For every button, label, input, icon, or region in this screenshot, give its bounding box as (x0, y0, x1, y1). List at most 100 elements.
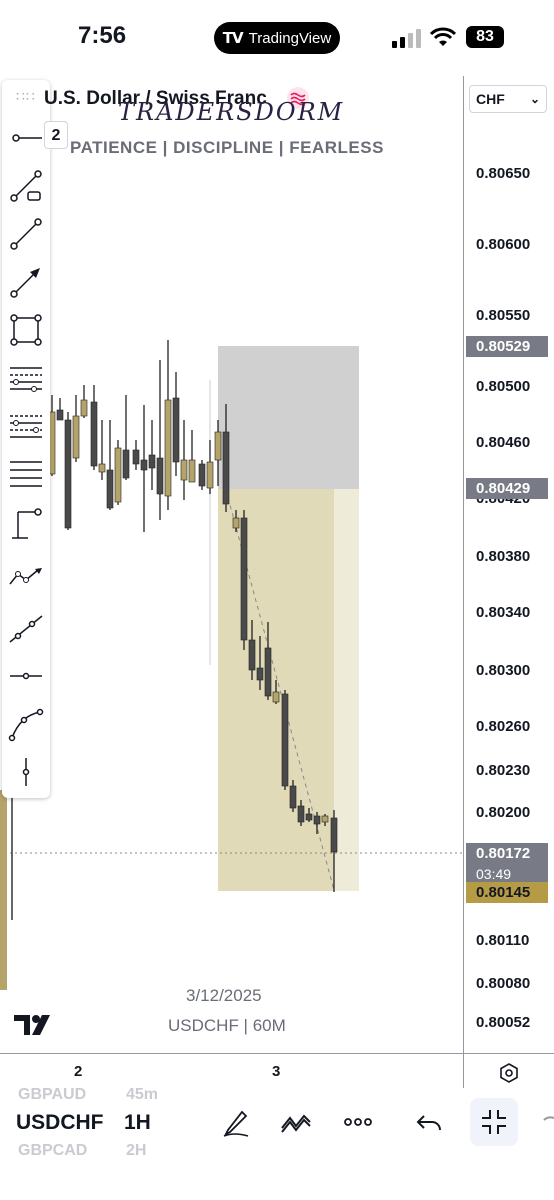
price-tick-label: 0.80200 (476, 804, 531, 821)
bearish-candle (240, 517, 248, 641)
status-time: 7:56 (78, 22, 127, 49)
bearish-candle (330, 817, 338, 853)
horizontal-ray-icon[interactable] (8, 120, 44, 156)
bullish-candle (72, 415, 80, 459)
symbol-picker-prev[interactable]: GBPAUD (18, 1086, 87, 1103)
extended-line-icon[interactable] (8, 610, 44, 646)
bearish-candle (264, 647, 272, 697)
fib-retracement-icon[interactable] (8, 360, 44, 396)
bar-countdown: 03:49 (476, 866, 512, 882)
target-zone[interactable] (218, 346, 359, 489)
price-chart[interactable] (0, 76, 463, 1053)
parallel-channel-icon[interactable] (8, 456, 44, 492)
stop-price-label: 0.80145 (466, 882, 548, 903)
chart-settings-icon[interactable] (498, 1062, 520, 1084)
interval-picker[interactable]: 1H (124, 1111, 151, 1134)
currency-select[interactable]: CHF ⌄ (469, 85, 547, 113)
bullish-candle (232, 517, 240, 529)
bearish-candle (56, 409, 64, 421)
collapse-icon (482, 1110, 506, 1134)
price-axis-border (463, 76, 464, 1088)
symbol-title[interactable]: U.S. Dollar / Swiss Franc (44, 88, 267, 109)
price-tick-label: 0.80110 (476, 932, 530, 949)
bullish-candle (214, 431, 222, 461)
market-status-icon[interactable] (286, 86, 310, 110)
price-tick-label: 0.80650 (476, 165, 531, 182)
tradingview-logo-icon[interactable] (14, 1013, 56, 1037)
bearish-candle (305, 813, 313, 821)
time-axis-border (0, 1053, 554, 1054)
arrow-icon[interactable] (8, 264, 44, 300)
curve-icon[interactable] (8, 706, 44, 742)
chart-date: 3/12/2025 (186, 986, 262, 1005)
axis-corner-divider (463, 1053, 464, 1088)
bearish-candle (90, 401, 98, 467)
bearish-candle (222, 431, 230, 505)
bullish-candle (206, 461, 214, 489)
bearish-candle (313, 815, 321, 825)
bullish-candle (80, 399, 88, 417)
current-price-value: 0.80172 (476, 845, 531, 862)
chevron-down-icon: ⌄ (529, 92, 540, 106)
path-icon[interactable] (8, 558, 44, 594)
entry-price-label: 0.80429 (466, 478, 548, 499)
price-tick-label: 0.80500 (476, 378, 531, 395)
bullish-candle (321, 815, 329, 823)
bearish-candle (281, 693, 289, 787)
battery-indicator: 83 (466, 26, 504, 48)
bullish-candle (272, 691, 280, 703)
wifi-icon (430, 27, 456, 46)
price-tick-label: 0.80260 (476, 718, 531, 735)
bullish-candle (188, 459, 196, 483)
bearish-candle (148, 454, 156, 469)
horizontal-line-icon[interactable] (8, 658, 44, 694)
time-axis-label: 3 (272, 1063, 281, 1080)
price-range-icon[interactable] (8, 504, 44, 540)
current-price-label: 0.80172 03:49 (466, 843, 548, 883)
symbol-picker-next[interactable]: GBPCAD (18, 1142, 88, 1159)
bearish-candle (64, 419, 72, 529)
app-pill[interactable]: 𝗧𝗩 TradingView (214, 22, 340, 54)
bearish-candle (106, 469, 114, 509)
bearish-candle (140, 459, 148, 471)
drawing-toolbar: ∷∷ (2, 80, 50, 798)
bearish-candle (297, 805, 305, 823)
more-icon[interactable] (342, 1106, 374, 1138)
fullscreen-button[interactable] (470, 1098, 518, 1146)
tradingview-logo-icon: 𝗧𝗩 (222, 30, 244, 47)
cellular-signal-icon (392, 29, 421, 48)
bullish-candle (98, 463, 106, 473)
bearish-candle (156, 457, 164, 495)
price-tick-label: 0.80550 (476, 307, 531, 324)
symbol-picker[interactable]: USDCHF (16, 1111, 104, 1134)
pen-icon[interactable] (220, 1106, 252, 1138)
trend-line-icon[interactable] (8, 216, 44, 252)
bullish-candle (114, 447, 122, 503)
interval-picker-next[interactable]: 2H (126, 1142, 147, 1159)
price-tick-label: 0.80380 (476, 548, 531, 565)
bearish-candle (122, 449, 130, 479)
price-tick-label: 0.80230 (476, 762, 531, 779)
price-tick-label: 0.80460 (476, 434, 531, 451)
drag-handle-icon[interactable]: ∷∷ (16, 88, 36, 104)
redo-icon[interactable] (540, 1106, 554, 1138)
undo-icon[interactable] (414, 1106, 446, 1138)
currency-label: CHF (476, 91, 505, 107)
bullish-candle (164, 399, 172, 497)
interval-picker-prev[interactable]: 45m (126, 1086, 159, 1103)
vertical-line-icon[interactable] (8, 754, 44, 790)
fib-extension-icon[interactable] (8, 408, 44, 444)
bearish-candle (289, 785, 297, 809)
price-tick-label: 0.80600 (476, 236, 531, 253)
time-axis-label: 2 (74, 1063, 83, 1080)
chart-pair-interval: USDCHF | 60M (168, 1016, 286, 1035)
watermark: TRADERSDORM (118, 98, 345, 126)
trend-angle-icon[interactable] (8, 168, 44, 204)
rectangle-icon[interactable] (8, 312, 44, 348)
interval-badge[interactable]: 2 (44, 121, 68, 149)
candles-group (48, 340, 338, 892)
bearish-candle (132, 449, 140, 465)
bearish-candle (256, 667, 264, 681)
app-pill-label: TradingView (248, 29, 332, 47)
drawings-icon[interactable] (280, 1106, 312, 1138)
